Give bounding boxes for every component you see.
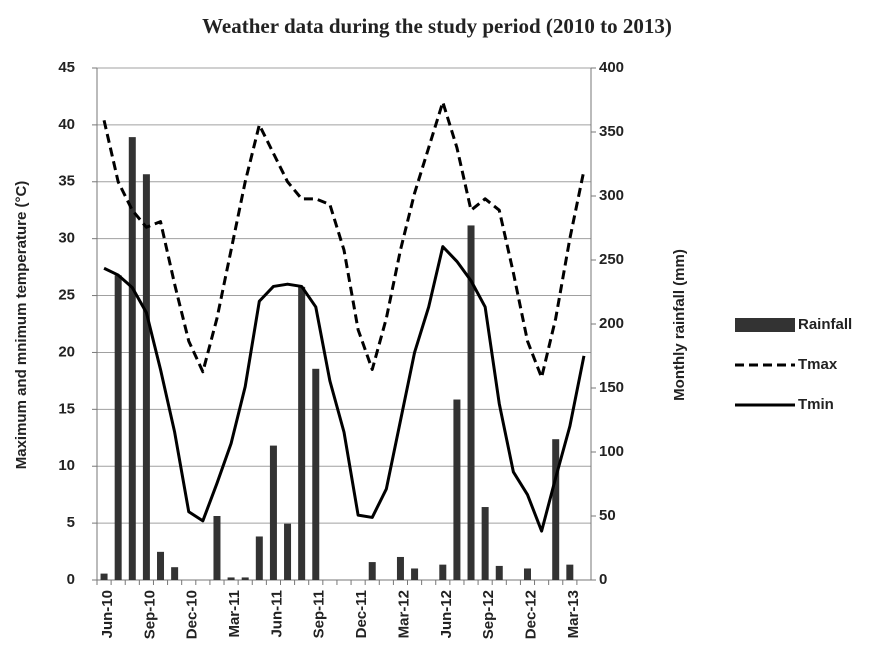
bar [269, 445, 277, 580]
bar [100, 573, 108, 580]
bar [298, 286, 306, 580]
bar [439, 564, 447, 580]
x-tick-label: Sep-12 [480, 590, 497, 639]
y-tick-label: 15 [58, 400, 75, 417]
y2-tick-label: 300 [599, 187, 624, 204]
x-tick-label: Dec-11 [353, 590, 370, 638]
bar [552, 439, 560, 580]
bar [142, 174, 150, 581]
bar [566, 564, 574, 580]
y-axis-title: Maximum and mnimum temperature (°C) [13, 181, 30, 470]
bar [368, 562, 376, 580]
y2-tick-label: 350 [599, 123, 624, 140]
bar [114, 275, 122, 580]
legend-swatch [735, 318, 795, 332]
x-tick-label: Mar-12 [395, 590, 412, 638]
line [102, 100, 586, 379]
y2-tick-label: 100 [599, 443, 624, 460]
y-tick-label: 10 [58, 457, 75, 474]
bar [241, 577, 249, 580]
bar [495, 565, 503, 580]
y2-tick-label: 400 [599, 59, 624, 76]
y-tick-label: 25 [58, 287, 75, 304]
y2-tick-label: 250 [599, 251, 624, 268]
y-tick-label: 40 [58, 116, 75, 133]
y-tick-label: 30 [58, 230, 75, 247]
x-tick-label: Jun-10 [99, 590, 116, 638]
bar [467, 225, 475, 580]
y-tick-label: 45 [58, 59, 75, 76]
y2-axis-title: Monthly rainfall (mm) [671, 249, 688, 401]
legend-label: Tmin [798, 396, 834, 413]
bar [255, 536, 263, 580]
chart-title: Weather data during the study period (20… [202, 14, 672, 38]
bar [213, 516, 221, 580]
x-tick-label: Sep-10 [141, 590, 158, 639]
x-tick-label: Mar-11 [226, 590, 243, 638]
x-tick-label: Jun-11 [268, 590, 285, 638]
bar [128, 137, 136, 580]
line [103, 245, 586, 533]
bar [284, 523, 292, 580]
bar [396, 556, 404, 580]
y2-tick-label: 50 [599, 507, 616, 524]
x-tick-label: Sep-11 [311, 590, 328, 638]
y2-tick-label: 200 [599, 315, 624, 332]
x-tick-label: Dec-12 [522, 590, 539, 639]
y-tick-label: 0 [67, 571, 75, 588]
bar [523, 568, 531, 580]
y2-tick-label: 150 [599, 379, 624, 396]
bar [227, 577, 235, 580]
y-tick-label: 35 [58, 173, 75, 190]
bar [411, 568, 419, 580]
legend-label: Tmax [798, 356, 838, 373]
bar [481, 507, 489, 580]
y2-tick-label: 0 [599, 571, 607, 588]
bar [171, 567, 179, 580]
x-tick-label: Dec-10 [184, 590, 201, 639]
x-tick-label: Jun-12 [438, 590, 455, 638]
legend-label: Rainfall [798, 316, 852, 333]
y-tick-label: 20 [58, 343, 75, 360]
bar [312, 368, 320, 580]
bar [157, 551, 165, 580]
y-tick-label: 5 [67, 514, 75, 531]
x-tick-label: Mar-13 [565, 590, 582, 638]
bar [453, 399, 461, 580]
